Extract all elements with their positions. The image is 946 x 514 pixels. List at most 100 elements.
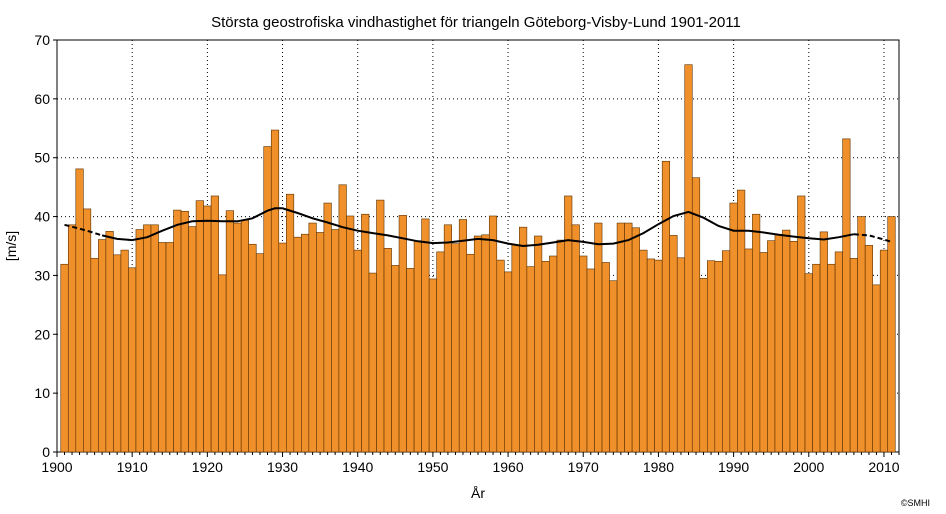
bar (195, 200, 204, 453)
bar (684, 64, 693, 453)
bar (714, 261, 723, 453)
x-axis-ticks: 1900 1910 1920 1930 1940 1950 1960 1970 1980 1990… (41, 452, 900, 475)
bar (782, 229, 791, 453)
bar (797, 195, 806, 453)
bar (706, 260, 716, 453)
bar (323, 202, 332, 453)
bars (60, 64, 896, 453)
bar (887, 216, 896, 453)
bar (203, 205, 212, 453)
bar (361, 213, 370, 453)
y-tick-label: 10 (34, 385, 50, 401)
bar (143, 224, 152, 453)
bar (737, 189, 746, 453)
bar (278, 242, 287, 453)
bar (804, 273, 813, 453)
bar (556, 239, 565, 453)
bar (180, 210, 189, 453)
bar (774, 233, 783, 453)
bar (767, 240, 776, 453)
bar (120, 249, 129, 453)
trend-line-start (64, 223, 103, 237)
bar (270, 129, 280, 453)
bar (654, 259, 663, 453)
bar (135, 229, 144, 453)
bar (218, 274, 227, 453)
bar (564, 195, 573, 453)
x-axis-label: År (471, 485, 485, 501)
bar (481, 234, 490, 453)
bar (834, 251, 843, 453)
x-tick-label: 1940 (342, 459, 373, 475)
bar (879, 249, 889, 453)
x-tick-label: 1990 (718, 459, 749, 475)
bar (158, 242, 167, 453)
bar (646, 258, 655, 453)
y-tick-label: 20 (34, 326, 50, 342)
bar (293, 236, 302, 453)
bar (413, 240, 422, 453)
y-axis-ticks: 0 10 20 30 40 50 60 70 (34, 32, 57, 460)
bar (639, 249, 648, 453)
bar (624, 222, 633, 453)
bar (240, 219, 250, 453)
bar (819, 231, 828, 453)
bar (105, 230, 114, 453)
bar (616, 222, 625, 453)
bar (428, 278, 437, 453)
y-tick-label: 60 (34, 91, 50, 107)
bar (789, 240, 798, 453)
bar (67, 224, 77, 453)
bar (812, 263, 821, 453)
bar (496, 259, 505, 453)
bar (594, 222, 603, 453)
y-tick-label: 0 (42, 444, 50, 460)
bar (443, 224, 452, 453)
bar (722, 250, 731, 453)
bar (872, 284, 881, 453)
bar (511, 244, 520, 453)
bar (744, 248, 753, 453)
x-tick-label: 1900 (41, 459, 72, 475)
bar (248, 243, 257, 453)
y-axis-label: [m/s] (3, 231, 19, 261)
x-tick-label: 1950 (417, 459, 448, 475)
bar (338, 184, 347, 453)
bar (864, 245, 873, 453)
bar (504, 271, 513, 453)
bar (376, 199, 385, 453)
bar (398, 215, 407, 453)
bar (827, 263, 836, 453)
bar (436, 251, 445, 453)
bar (98, 239, 107, 453)
bar (90, 258, 99, 453)
bar (150, 224, 159, 453)
y-tick-label: 70 (34, 32, 50, 48)
bar (263, 146, 272, 453)
bar (466, 253, 475, 453)
credit-label: ©SMHI (901, 498, 930, 508)
bar (113, 254, 122, 453)
bar (473, 235, 483, 453)
trend-line-main (101, 207, 855, 248)
bar (83, 208, 92, 453)
bar (534, 235, 543, 453)
y-tick-label: 40 (34, 209, 50, 225)
bar (586, 268, 595, 453)
bar (579, 255, 588, 453)
bar (458, 219, 468, 453)
bar (421, 218, 430, 453)
x-tick-label: 1930 (267, 459, 298, 475)
bar (331, 229, 340, 453)
bar (526, 266, 535, 453)
y-tick-label: 50 (34, 150, 50, 166)
bar (857, 216, 866, 453)
bar (391, 265, 400, 453)
bar (571, 224, 580, 453)
x-tick-label: 1980 (643, 459, 674, 475)
bar (549, 255, 558, 453)
x-tick-label: 2010 (868, 459, 899, 475)
bar (631, 227, 640, 453)
bar (661, 160, 671, 453)
bar (729, 202, 738, 453)
